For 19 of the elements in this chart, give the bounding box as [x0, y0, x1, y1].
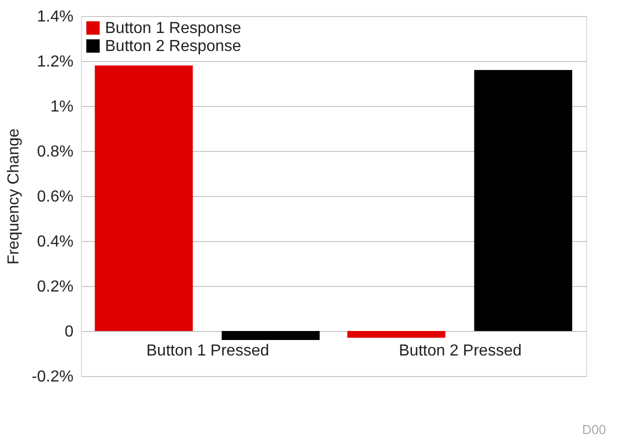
y-tick-label: 0.4%: [37, 234, 74, 250]
y-tick-label: 0.2%: [37, 278, 74, 296]
y-axis-title: Frequency Change: [6, 128, 23, 265]
bar: [94, 66, 193, 331]
y-tick-label: 0.8%: [37, 144, 74, 160]
legend-label: Button 2 Response: [105, 38, 242, 55]
bar: [222, 331, 320, 340]
legend-label: Button 1 Response: [105, 20, 242, 37]
x-tick-label: Button 2 Pressed: [398, 342, 522, 360]
y-tick-label: 0.6%: [37, 188, 74, 206]
x-tick-label: Button 1 Pressed: [146, 342, 270, 360]
bar: [347, 331, 446, 338]
y-tick-label: 1.4%: [37, 8, 74, 26]
y-tick-label: -0.2%: [32, 368, 74, 386]
y-tick-label: 0: [64, 324, 74, 340]
bar: [474, 70, 572, 331]
y-tick-label: 1%: [50, 98, 74, 116]
y-tick-label: 1.2%: [37, 54, 74, 70]
text: D00: [582, 422, 606, 435]
